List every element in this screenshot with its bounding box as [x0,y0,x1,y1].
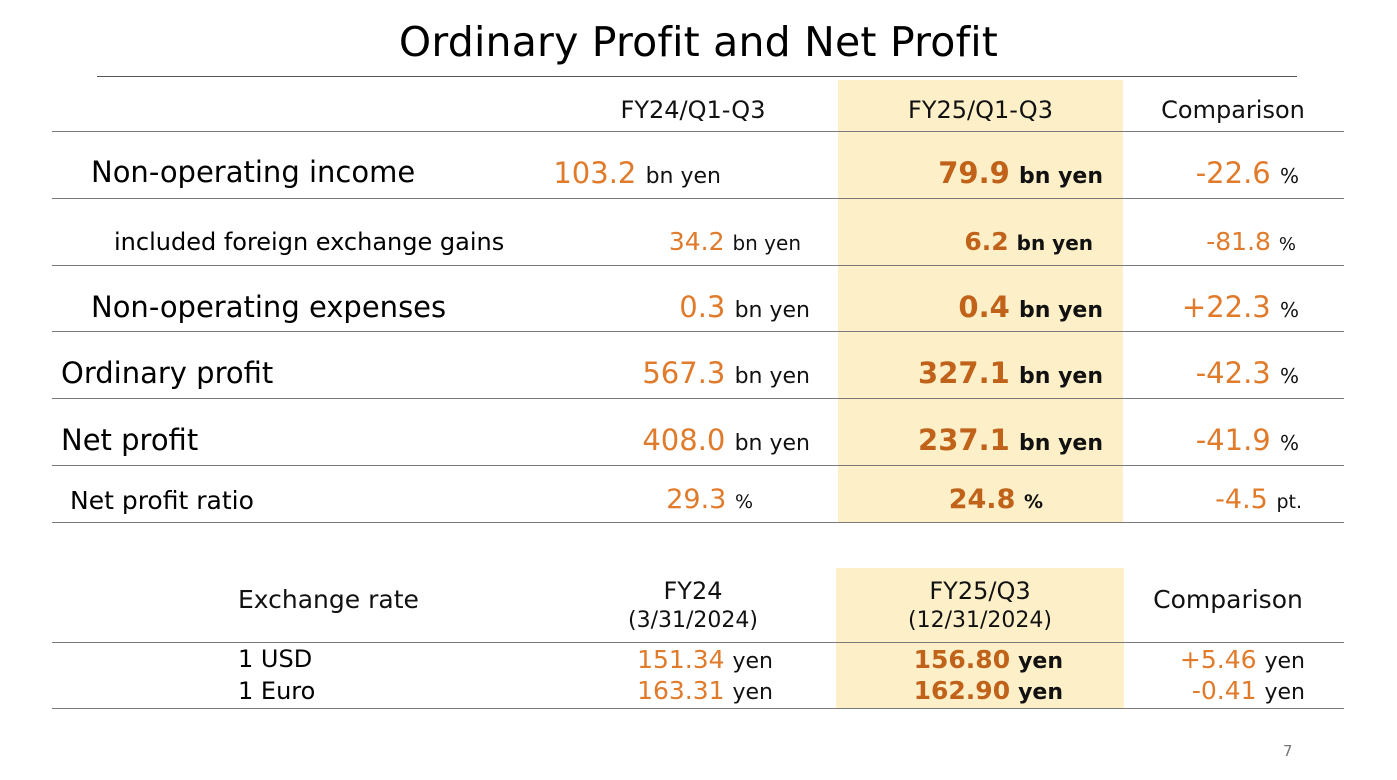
table-divider [52,708,1344,709]
comparison-value: -4.5 pt. [1215,484,1302,515]
fy25-value: 79.9 bn yen [938,156,1103,190]
fx-row-label-usd: 1 USD [238,645,313,673]
fx-label-header: Exchange rate [238,585,419,614]
comparison-value: +22.3 % [1181,290,1299,324]
fy25-value: 24.8 % [948,484,1043,515]
row-label-net-profit-ratio: Net profit ratio [70,486,254,515]
comparison-value: -41.9 % [1195,423,1299,457]
table-divider [52,331,1344,332]
table-divider [52,131,1344,132]
comparison-value: -81.8 % [1206,227,1296,256]
fx-header-fy25: FY25/Q3 (12/31/2024) [908,577,1052,633]
fx-fy24-value: 163.31 yen [637,676,773,705]
fy25-fx-highlight-column [836,568,1124,709]
comparison-value: -42.3 % [1195,356,1299,390]
fy24-value: 103.2 bn yen [553,156,721,190]
fy25-highlight-column [838,80,1123,523]
fy25-value: 237.1 bn yen [918,423,1103,457]
page-title: Ordinary Profit and Net Profit [398,18,999,66]
table-divider [52,265,1344,266]
table-divider [52,198,1344,199]
fx-comparison-value: -0.41 yen [1191,676,1305,705]
fy24-value: 408.0 bn yen [642,423,810,457]
fx-fy24-value: 151.34 yen [637,645,773,674]
header-fy24: FY24/Q1-Q3 [620,96,766,124]
table-divider [52,465,1344,466]
fy24-value: 34.2 bn yen [668,227,801,256]
comparison-value: -22.6 % [1195,156,1299,190]
title-divider [97,76,1297,77]
row-label-non-operating-expenses: Non-operating expenses [91,290,447,324]
table-divider [52,522,1344,523]
row-label-fx-gains: included foreign exchange gains [114,228,505,256]
header-fy25: FY25/Q1-Q3 [908,96,1053,124]
row-label-non-operating-income: Non-operating income [91,155,416,189]
row-label-ordinary-profit: Ordinary profit [61,356,274,390]
fy25-value: 0.4 bn yen [958,290,1103,324]
table-divider [52,398,1344,399]
row-label-net-profit: Net profit [61,423,199,457]
table-divider [52,642,1344,643]
fy25-value: 327.1 bn yen [918,356,1103,390]
fy24-value: 0.3 bn yen [679,290,810,324]
fy24-value: 29.3 % [666,484,753,515]
page-number: 7 [1283,742,1293,760]
fy24-value: 567.3 bn yen [642,356,810,390]
fy25-value: 6.2 bn yen [964,227,1093,256]
header-comparison: Comparison [1161,96,1305,124]
fx-header-comparison: Comparison [1153,585,1303,614]
fx-fy25-value: 156.80 yen [913,645,1063,674]
fx-header-fy24: FY24 (3/31/2024) [628,577,758,633]
fx-comparison-value: +5.46 yen [1179,645,1305,674]
fx-fy25-value: 162.90 yen [913,676,1063,705]
fx-row-label-euro: 1 Euro [238,677,316,705]
